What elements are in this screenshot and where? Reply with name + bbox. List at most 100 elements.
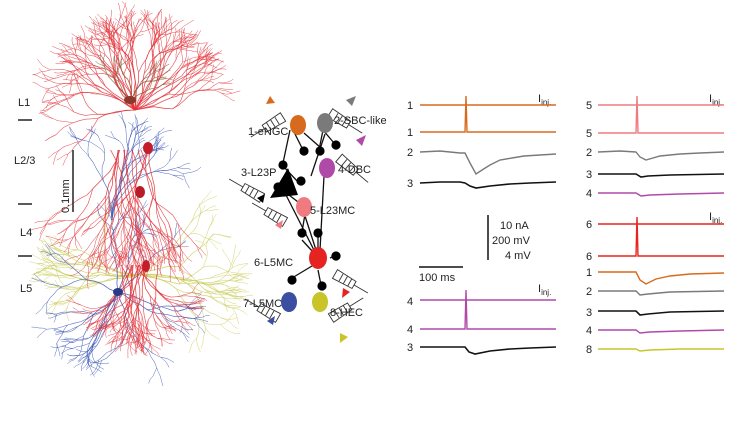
neurite-branch bbox=[155, 63, 170, 73]
neurite-branch bbox=[111, 312, 122, 323]
neurite-branch bbox=[100, 30, 112, 50]
neurite-branch bbox=[179, 322, 183, 334]
neurite-branch bbox=[194, 296, 208, 301]
neurite-branch bbox=[88, 41, 105, 55]
neurite-branch bbox=[168, 324, 173, 335]
neurite-branch bbox=[125, 194, 143, 221]
neurite-branch bbox=[221, 292, 237, 300]
neurite-branch bbox=[156, 290, 178, 301]
layer-label-l23: L2/3 bbox=[14, 155, 35, 167]
neurite-branch bbox=[72, 117, 99, 124]
neurite-branch bbox=[207, 295, 233, 309]
neurite-branch bbox=[47, 244, 56, 254]
neurite-branch bbox=[135, 197, 141, 229]
neurite-branch bbox=[204, 63, 213, 75]
neurite-branch bbox=[194, 318, 209, 322]
neurite-branch bbox=[213, 265, 232, 283]
neurite-branch bbox=[152, 8, 162, 25]
neurite-branch bbox=[152, 8, 162, 25]
neurite-branch bbox=[110, 335, 116, 353]
neurite-branch bbox=[156, 142, 166, 152]
neurite-branch bbox=[138, 255, 142, 273]
neurite-branch bbox=[152, 136, 164, 147]
neurite-branch bbox=[160, 16, 166, 34]
neurite-branch bbox=[65, 70, 75, 81]
neurite-branch bbox=[189, 203, 201, 224]
neurite-branch bbox=[133, 72, 137, 111]
neurite-branch bbox=[150, 225, 155, 249]
neurite-branch bbox=[92, 307, 107, 313]
neurite-branch bbox=[73, 342, 90, 349]
neurite-branch bbox=[177, 261, 185, 281]
neurite-branch bbox=[115, 318, 128, 326]
neurite-branch bbox=[37, 264, 54, 270]
neurite-branch bbox=[45, 134, 57, 142]
neurite-branch bbox=[136, 341, 143, 352]
neurite-branch bbox=[90, 212, 108, 225]
neurite-branch bbox=[182, 38, 196, 46]
neurite-branch bbox=[200, 195, 218, 205]
trace-label: 2 bbox=[407, 147, 413, 159]
neurite-branch bbox=[171, 243, 180, 258]
trace-p2-cell4 bbox=[598, 192, 725, 197]
neurite-branch bbox=[31, 254, 48, 263]
neurite-branch bbox=[45, 244, 52, 256]
neurite-branch bbox=[163, 29, 172, 53]
neurite-branch bbox=[94, 212, 108, 227]
neurite-branch bbox=[56, 122, 74, 135]
neurite-branch bbox=[156, 367, 164, 386]
neurite-branch bbox=[105, 295, 122, 309]
neurite-branch bbox=[79, 35, 82, 50]
neurite-branch bbox=[75, 37, 79, 53]
neurite-branch bbox=[156, 78, 167, 82]
neurite-branch bbox=[39, 112, 54, 119]
cell-6-l5mc-soma bbox=[309, 247, 327, 269]
neurite-branch bbox=[192, 307, 205, 310]
neurite-branch bbox=[126, 264, 135, 296]
neurite-branch bbox=[121, 1, 128, 19]
neurite-branch bbox=[105, 325, 116, 331]
neurite-branch bbox=[60, 348, 74, 354]
neurite-branch bbox=[168, 13, 172, 30]
neurite-branch bbox=[92, 249, 98, 268]
neurite-branch bbox=[223, 297, 237, 305]
trace-p2-cell2 bbox=[597, 150, 725, 161]
neurite-branch bbox=[117, 259, 129, 293]
neurite-branch bbox=[76, 38, 91, 46]
neurite-branch bbox=[152, 236, 158, 249]
neurite-branch bbox=[117, 320, 128, 336]
inj-label-1: Iinj. bbox=[538, 93, 551, 107]
neurite-branch bbox=[206, 56, 225, 63]
neurite-branch bbox=[181, 41, 199, 50]
neurite-branch bbox=[133, 233, 140, 259]
neurite-branch bbox=[131, 295, 135, 322]
neurite-branch bbox=[110, 130, 120, 141]
neurite-branch bbox=[158, 22, 160, 36]
neurite-branch bbox=[231, 250, 241, 269]
neurite-branch bbox=[140, 244, 154, 251]
neurite-branch bbox=[187, 30, 199, 45]
neurite-branch bbox=[105, 255, 114, 275]
neurite-branch bbox=[148, 232, 158, 236]
neurite-branch bbox=[50, 300, 65, 303]
neurite-branch bbox=[113, 55, 115, 67]
neurite-branch bbox=[185, 320, 193, 331]
neurite-branch bbox=[63, 249, 81, 255]
neurite-branch bbox=[73, 359, 85, 368]
neurite-branch bbox=[110, 34, 122, 50]
neurite-branch bbox=[64, 326, 78, 333]
neurite-branch bbox=[158, 41, 174, 55]
neurite-branch bbox=[114, 18, 126, 28]
neurite-branch bbox=[203, 288, 224, 306]
neurite-branch bbox=[166, 247, 177, 264]
neurite-branch bbox=[53, 247, 64, 254]
neurite-branch bbox=[102, 22, 112, 35]
neurite-branch bbox=[113, 230, 117, 259]
neurite-branch bbox=[103, 39, 122, 50]
neurite-branch bbox=[129, 243, 145, 251]
neurite-branch bbox=[56, 342, 61, 357]
trace-label: 1 bbox=[586, 267, 592, 279]
neurite-branch bbox=[45, 89, 57, 95]
neurite-branch bbox=[64, 326, 78, 333]
neurite-branch bbox=[170, 247, 178, 264]
